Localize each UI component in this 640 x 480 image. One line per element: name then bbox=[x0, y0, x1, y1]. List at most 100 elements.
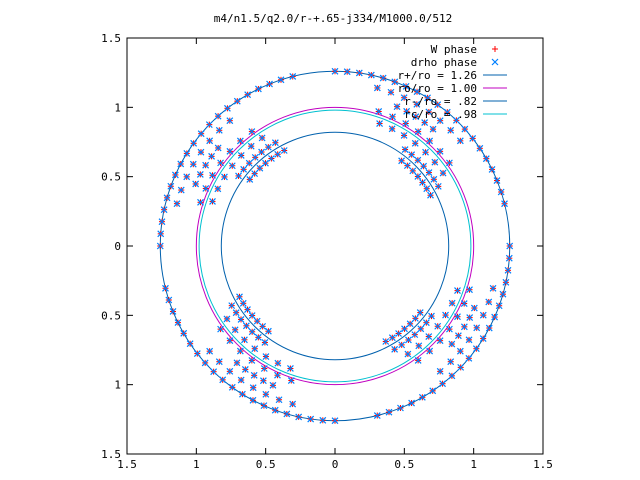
drho-phase-point bbox=[239, 299, 247, 307]
x-tick-label: 0.5 bbox=[394, 458, 414, 471]
drho-phase-point bbox=[408, 151, 416, 159]
drho-phase-point bbox=[485, 324, 493, 332]
drho-phase-point bbox=[424, 94, 432, 102]
drho-phase-point bbox=[256, 164, 264, 172]
drho-phase-point bbox=[472, 345, 480, 353]
legend-label: ro/ro = 1.00 bbox=[398, 82, 477, 95]
drho-phase-point bbox=[434, 322, 442, 330]
drho-phase-point bbox=[425, 169, 433, 177]
drho-phase-point bbox=[224, 104, 231, 112]
drho-phase-point bbox=[391, 78, 399, 86]
drho-phase-point bbox=[217, 325, 224, 333]
drho-phase-point bbox=[422, 148, 429, 156]
drho-phase-point bbox=[404, 350, 412, 358]
drho-phase-point bbox=[379, 74, 387, 82]
drho-phase-point bbox=[163, 194, 171, 202]
drho-phase-point bbox=[491, 58, 499, 66]
drho-phase-point bbox=[395, 330, 402, 337]
drho-phase-point bbox=[192, 180, 200, 188]
drho-phase-point bbox=[183, 149, 191, 157]
drho-phase-point bbox=[268, 155, 275, 162]
drho-phase-point bbox=[397, 404, 404, 412]
circle-r-ro-82 bbox=[220, 131, 450, 361]
drho-phase-point bbox=[466, 314, 474, 322]
drho-phase-point bbox=[248, 312, 256, 319]
drho-phase-point bbox=[214, 144, 222, 152]
drho-phase-point bbox=[237, 152, 245, 159]
drho-phase-point bbox=[331, 67, 339, 75]
drho-phase-point bbox=[418, 393, 426, 401]
drho-phase-point bbox=[237, 315, 245, 323]
drho-phase-point bbox=[162, 284, 169, 292]
drho-phase-point bbox=[389, 113, 396, 121]
legend-label: r+/ro = 1.26 bbox=[398, 69, 477, 82]
drho-phase-point bbox=[434, 182, 442, 190]
drho-phase-point bbox=[251, 170, 259, 178]
drho-phase-point bbox=[402, 82, 410, 90]
drho-phase-point bbox=[473, 324, 481, 332]
drho-phase-point bbox=[373, 412, 381, 419]
drho-phase-point bbox=[393, 103, 401, 111]
drho-phase-point bbox=[215, 126, 223, 134]
drho-phase-point bbox=[391, 345, 399, 353]
drho-phase-point bbox=[493, 177, 501, 184]
drho-phase-point bbox=[454, 287, 461, 295]
circle-rc-ro-98 bbox=[198, 109, 472, 383]
drho-phase-point bbox=[241, 365, 249, 373]
drho-phase-point bbox=[436, 367, 444, 375]
drho-phase-point bbox=[491, 313, 499, 321]
drho-phase-point bbox=[430, 175, 438, 183]
y-tick-label: 0.5 bbox=[101, 171, 121, 184]
drho-phase-point bbox=[476, 144, 484, 152]
drho-phase-point bbox=[434, 101, 442, 109]
drho-phase-point bbox=[412, 113, 420, 121]
drho-phase-point bbox=[167, 182, 175, 190]
drho-phase-point bbox=[254, 333, 262, 341]
drho-phase-point bbox=[401, 325, 408, 333]
drho-phase-point bbox=[416, 309, 424, 317]
drho-phase-point bbox=[502, 278, 510, 286]
x-tick-label: 1 bbox=[470, 458, 477, 471]
drho-phase-point bbox=[409, 167, 417, 175]
x-tick-label: 1.5 bbox=[533, 458, 553, 471]
drho-phase-point bbox=[460, 300, 468, 307]
drho-phase-point bbox=[264, 327, 272, 335]
drho-phase-point bbox=[262, 159, 269, 167]
drho-phase-point bbox=[479, 311, 487, 319]
y-tick-label: 0.5 bbox=[101, 309, 121, 322]
drho-phase-point bbox=[214, 112, 222, 120]
drho-phase-point bbox=[253, 317, 261, 325]
drho-phase-point bbox=[201, 359, 209, 367]
drho-phase-point bbox=[485, 298, 493, 306]
drho-phase-point bbox=[277, 76, 285, 84]
drho-phase-point bbox=[446, 159, 453, 167]
drho-phase-point bbox=[169, 308, 177, 315]
drho-phase-point bbox=[208, 152, 216, 160]
drho-phase-point bbox=[414, 156, 422, 164]
reference-circles bbox=[159, 70, 511, 422]
drho-phase-point bbox=[343, 68, 351, 76]
drho-phase-point bbox=[448, 340, 456, 348]
drho-phase-point bbox=[403, 107, 411, 115]
drho-phase-point bbox=[406, 320, 414, 328]
drho-phase-point bbox=[271, 406, 279, 414]
drho-phase-point bbox=[488, 165, 496, 173]
drho-phase-point bbox=[413, 88, 421, 96]
y-tick-label: 1 bbox=[114, 379, 121, 392]
drho-phase-point bbox=[186, 340, 194, 348]
drho-phase-point bbox=[193, 350, 201, 357]
drho-phase-point bbox=[236, 293, 243, 301]
drho-phase-point bbox=[264, 143, 272, 151]
drho-phase-point bbox=[421, 119, 429, 127]
drho-phase-point bbox=[156, 242, 164, 250]
drho-phase-point bbox=[367, 71, 375, 79]
drho-phase-point bbox=[180, 329, 188, 337]
drho-phase-point bbox=[210, 368, 218, 376]
x-tick-label: 1.5 bbox=[117, 458, 137, 471]
drho-phase-point bbox=[423, 185, 431, 193]
drho-phase-point bbox=[426, 137, 434, 145]
drho-phase-point bbox=[400, 94, 408, 102]
drho-phase-point bbox=[414, 357, 422, 364]
drho-phase-point bbox=[469, 135, 477, 142]
